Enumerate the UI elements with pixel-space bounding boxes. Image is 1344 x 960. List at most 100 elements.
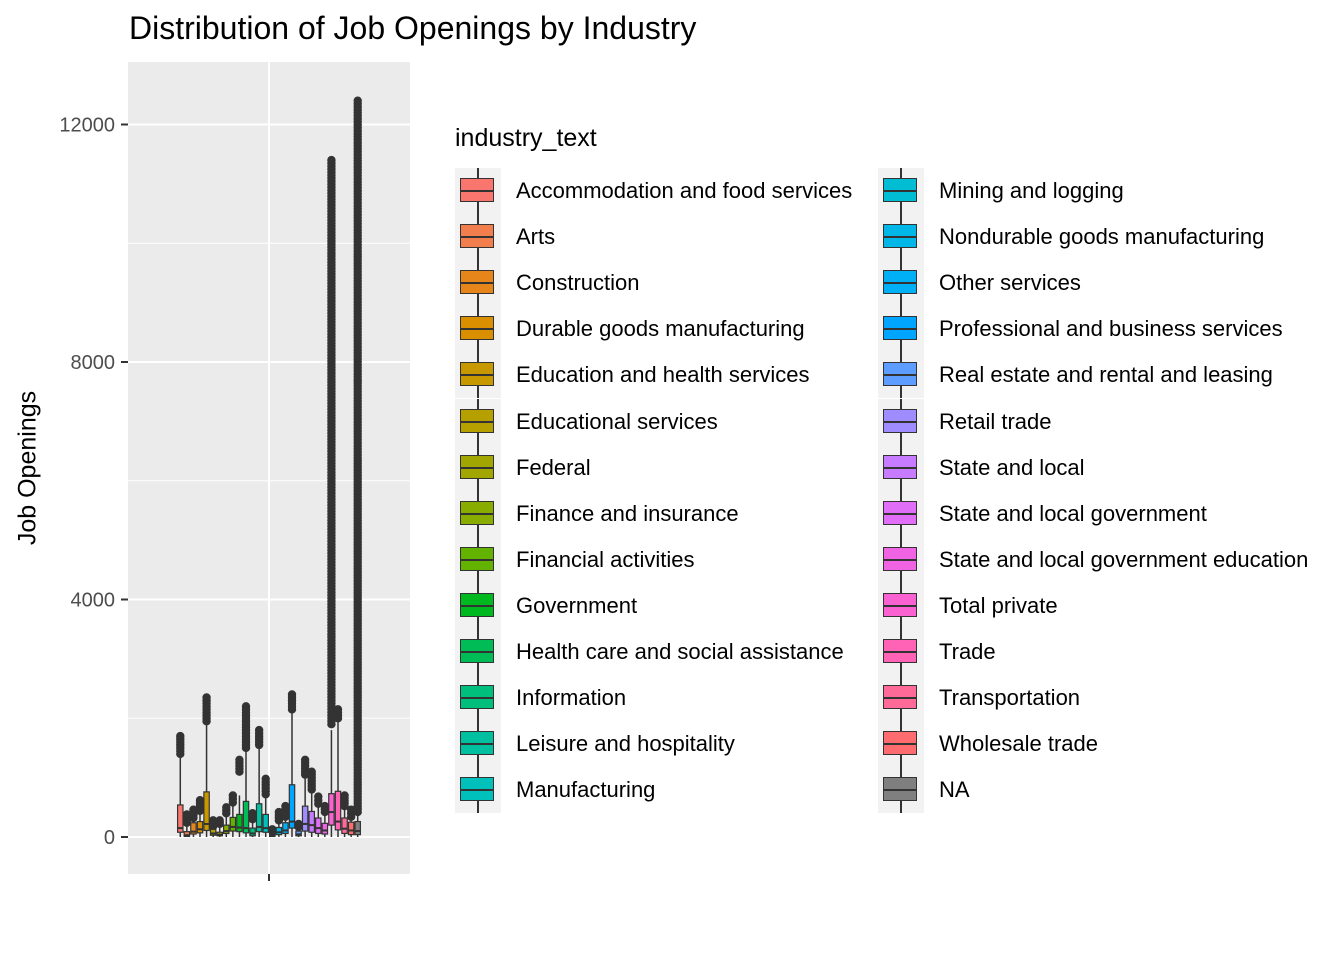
legend-label: Manufacturing <box>516 777 656 803</box>
box-rect <box>301 805 309 832</box>
legend-label: Wholesale trade <box>939 731 1098 757</box>
box-group <box>189 805 198 837</box>
legend-key <box>455 260 501 307</box>
legend-key <box>878 628 924 675</box>
box-group <box>307 767 316 837</box>
legend-label: Durable goods manufacturing <box>516 316 805 342</box>
box-rect <box>314 817 322 835</box>
legend-key <box>455 675 501 722</box>
box-group <box>274 807 284 837</box>
legend-label: State and local government <box>939 500 1207 526</box>
outlier-point <box>202 693 211 702</box>
box-rect <box>183 831 191 838</box>
legend-item: State and local government education <box>878 536 1309 583</box>
legend-label: State and local <box>939 454 1085 480</box>
outlier-point <box>228 791 238 800</box>
outlier-point <box>340 791 349 800</box>
outlier-point <box>241 702 251 711</box>
box-rect <box>236 813 243 833</box>
outlier-point <box>307 767 316 776</box>
legend-key <box>878 444 924 491</box>
box-rect <box>190 822 197 835</box>
legend-key <box>455 214 501 261</box>
legend-item: Financial activities <box>455 536 852 583</box>
box-group <box>202 693 211 837</box>
legend-label: Retail trade <box>939 408 1052 434</box>
legend-item: Wholesale trade <box>878 721 1308 768</box>
legend-item: Health care and social assistance <box>455 628 852 675</box>
legend-key <box>878 214 924 261</box>
legend-label: Leisure and hospitality <box>516 731 735 757</box>
outlier-point <box>346 805 356 814</box>
box-rect <box>262 813 270 833</box>
box-group <box>248 809 257 837</box>
legend-label: Professional and business services <box>939 316 1283 342</box>
box-group <box>235 755 244 837</box>
box-group <box>287 690 297 837</box>
outlier-point <box>195 795 205 805</box>
legend-key <box>878 721 924 768</box>
box-rect <box>328 793 335 826</box>
legend-key <box>455 352 501 399</box>
legend-key <box>455 536 501 583</box>
legend-label: Federal <box>516 454 591 480</box>
legend-key <box>455 306 501 353</box>
outlier-point <box>333 705 343 714</box>
box-group <box>228 791 238 837</box>
box-rect <box>255 803 263 833</box>
legend-key <box>878 168 924 215</box>
legend-item: Federal <box>455 444 852 491</box>
box-group <box>222 803 231 837</box>
legend-title: industry_text <box>455 124 597 152</box>
legend-label: Mining and logging <box>939 178 1124 204</box>
legend-key <box>878 675 924 722</box>
chart-title: Distribution of Job Openings by Industry <box>129 10 697 46</box>
box-rect <box>203 791 210 832</box>
box-rect <box>288 784 296 829</box>
box-group <box>195 795 205 837</box>
legend-key <box>455 444 501 491</box>
box-rect <box>196 820 204 834</box>
legend-label: Finance and insurance <box>516 500 739 526</box>
legend-item: Government <box>455 582 852 629</box>
legend-label: Government <box>516 592 638 618</box>
legend-label: Education and health services <box>516 362 810 388</box>
box-group <box>254 725 264 837</box>
outlier-point <box>300 755 310 765</box>
outlier-point <box>274 807 284 817</box>
legend-key <box>455 490 501 537</box>
legend-label: Financial activities <box>516 546 695 572</box>
box-group <box>346 805 356 837</box>
outlier-point <box>222 803 231 812</box>
legend-item: Information <box>455 675 852 722</box>
legend-item: Accommodation and food services <box>455 168 852 215</box>
legend-key <box>455 628 501 675</box>
y-tick-label: 4000 <box>71 590 116 612</box>
box-group <box>327 155 336 837</box>
box-rect <box>347 821 355 836</box>
box-rect <box>354 820 362 836</box>
legend-item: Mining and logging <box>878 168 1308 215</box>
box-group <box>215 816 224 837</box>
outlier-point <box>281 801 290 811</box>
box-group <box>300 755 310 837</box>
box-rect <box>275 826 283 836</box>
legend-label: State and local government education <box>939 546 1309 572</box>
legend-key <box>878 260 924 307</box>
box-group <box>268 825 277 838</box>
legend-key <box>455 398 501 445</box>
outlier-point <box>208 816 218 825</box>
legend-label: Total private <box>939 592 1058 618</box>
outlier-point <box>189 805 198 814</box>
legend-item: Total private <box>878 582 1308 629</box>
legend-key <box>878 306 924 353</box>
legend-label: Real estate and rental and leasing <box>939 362 1273 388</box>
legend-item: Other services <box>878 260 1308 307</box>
legend-item: Arts <box>455 214 852 261</box>
legend-item: Real estate and rental and leasing <box>878 352 1308 399</box>
legend-key <box>455 582 501 629</box>
outlier-point <box>235 755 244 765</box>
outlier-point <box>287 690 297 699</box>
outlier-point <box>254 725 264 735</box>
box-rect <box>308 810 316 833</box>
